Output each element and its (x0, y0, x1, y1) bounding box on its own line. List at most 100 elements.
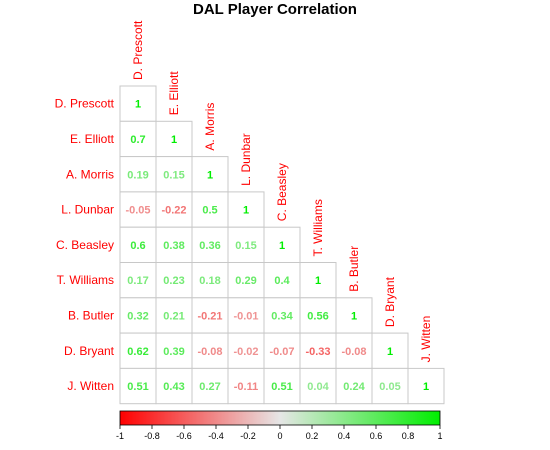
cell-value: 1 (243, 205, 249, 217)
colorbar-tick-label: 0.4 (338, 431, 351, 441)
column-label: C. Beasley (275, 163, 289, 221)
cell-value: 0.15 (235, 240, 256, 252)
cell-value: 0.27 (199, 381, 220, 393)
cell-value: 0.6 (130, 240, 145, 252)
cell-value: 0.43 (163, 381, 184, 393)
cell-value: 0.51 (127, 381, 148, 393)
colorbar-tick-label: -0.2 (240, 431, 256, 441)
colorbar-tick-label: 1 (437, 431, 442, 441)
column-label: D. Bryant (383, 276, 397, 327)
column-label: J. Witten (419, 316, 433, 363)
column-label: D. Prescott (131, 20, 145, 80)
correlation-cells: 10.7 10.19 0.15 1-0.05 -0.22 0.5 10.6 0.38 0.36 0… (119, 85, 445, 405)
cell-value: 0.18 (199, 275, 220, 287)
colorbar-tick-label: 0.2 (306, 431, 319, 441)
cell-value: -0.08 (197, 346, 222, 358)
cell-value: 0.15 (163, 169, 184, 181)
cell-value: -0.21 (197, 310, 222, 322)
colorbar-gradient (119, 410, 441, 426)
cell-value: 0.21 (163, 310, 184, 322)
colorbar-tick-label: 0 (277, 431, 282, 441)
cell-6-6 (335, 297, 373, 334)
cell-value: -0.22 (161, 205, 186, 217)
cell-5-1 (155, 262, 193, 299)
cell-value: 0.24 (343, 381, 365, 393)
cell-value: -0.01 (233, 310, 258, 322)
cell-value: 1 (135, 99, 141, 111)
row-label: T. Williams (57, 273, 114, 287)
cell-value: 0.7 (130, 134, 145, 146)
cell-7-0 (119, 332, 157, 369)
cell-value: 0.62 (127, 346, 148, 358)
cell-value: 0.23 (163, 275, 184, 287)
chart-title: DAL Player Correlation (193, 1, 357, 18)
colorbar: -1 -0.8 -0.6 -0.4 -0.2 0 0.2 0.4 0.6 0.8 1 (116, 410, 443, 441)
cell-5-2 (191, 262, 229, 299)
colorbar-tick-label: -0.6 (176, 431, 192, 441)
cell-value: 0.39 (163, 346, 184, 358)
cell-value: 0.19 (127, 169, 148, 181)
row-label: J. Witten (67, 379, 114, 393)
cell-6-1 (155, 297, 193, 334)
cell-value: 0.56 (307, 310, 328, 322)
cell-3-3 (227, 191, 265, 228)
colorbar-tick-label: -0.4 (208, 431, 224, 441)
cell-2-2 (191, 156, 229, 193)
cell-5-3 (227, 262, 265, 299)
cell-0-0 (119, 85, 157, 122)
column-label: T. Williams (311, 199, 325, 256)
cell-6-0 (119, 297, 157, 334)
row-labels: D. Prescott E. Elliott A. Morris L. Dunbar C… (55, 97, 115, 393)
cell-value: -0.08 (341, 346, 366, 358)
cell-8-0 (119, 367, 157, 405)
cell-4-1 (155, 226, 193, 263)
cell-value: 0.34 (271, 310, 293, 322)
cell-1-0 (119, 120, 157, 158)
row-label: D. Prescott (55, 97, 115, 111)
cell-value: 0.4 (274, 275, 290, 287)
cell-value: 0.04 (307, 381, 329, 393)
cell-8-8 (407, 367, 445, 405)
cell-7-2 (191, 332, 229, 369)
cell-8-4 (263, 367, 301, 405)
cell-value: 1 (423, 381, 429, 393)
cell-value: 1 (315, 275, 321, 287)
colorbar-tick-label: 0.6 (370, 431, 383, 441)
cell-value: 0.36 (199, 240, 220, 252)
colorbar-tick-label: -1 (116, 431, 124, 441)
cell-6-5 (299, 297, 337, 334)
cell-value: -0.33 (305, 346, 330, 358)
cell-value: 1 (279, 240, 285, 252)
cell-5-4 (263, 262, 301, 299)
cell-value: 0.05 (379, 381, 400, 393)
column-labels: D. Prescott E. Elliott A. Morris L. Dunbar C… (131, 20, 433, 362)
cell-8-3 (227, 367, 265, 405)
cell-4-3 (227, 226, 265, 263)
row-label: L. Dunbar (61, 203, 114, 217)
row-label: C. Beasley (56, 238, 114, 252)
row-label: D. Bryant (64, 344, 115, 358)
colorbar-tick-label: 0.8 (402, 431, 415, 441)
column-label: A. Morris (203, 103, 217, 151)
cell-value: 1 (351, 310, 357, 322)
column-label: E. Elliott (167, 71, 181, 116)
column-label: B. Butler (347, 246, 361, 292)
cell-value: -0.07 (269, 346, 294, 358)
cell-value: -0.11 (234, 381, 258, 393)
colorbar-tick-label: -0.8 (144, 431, 160, 441)
cell-value: -0.02 (233, 346, 258, 358)
column-label: L. Dunbar (239, 133, 253, 186)
cell-7-7 (371, 332, 409, 369)
row-label: A. Morris (66, 167, 114, 181)
cell-value: 1 (387, 346, 393, 358)
cell-value: 0.5 (202, 205, 217, 217)
cell-5-5 (299, 262, 337, 299)
row-label: B. Butler (68, 308, 114, 322)
cell-value: 1 (207, 169, 213, 181)
row-label: E. Elliott (70, 132, 115, 146)
cell-value: 0.17 (127, 275, 148, 287)
cell-8-5 (299, 367, 337, 405)
cell-8-1 (155, 367, 193, 405)
cell-value: -0.05 (125, 205, 150, 217)
